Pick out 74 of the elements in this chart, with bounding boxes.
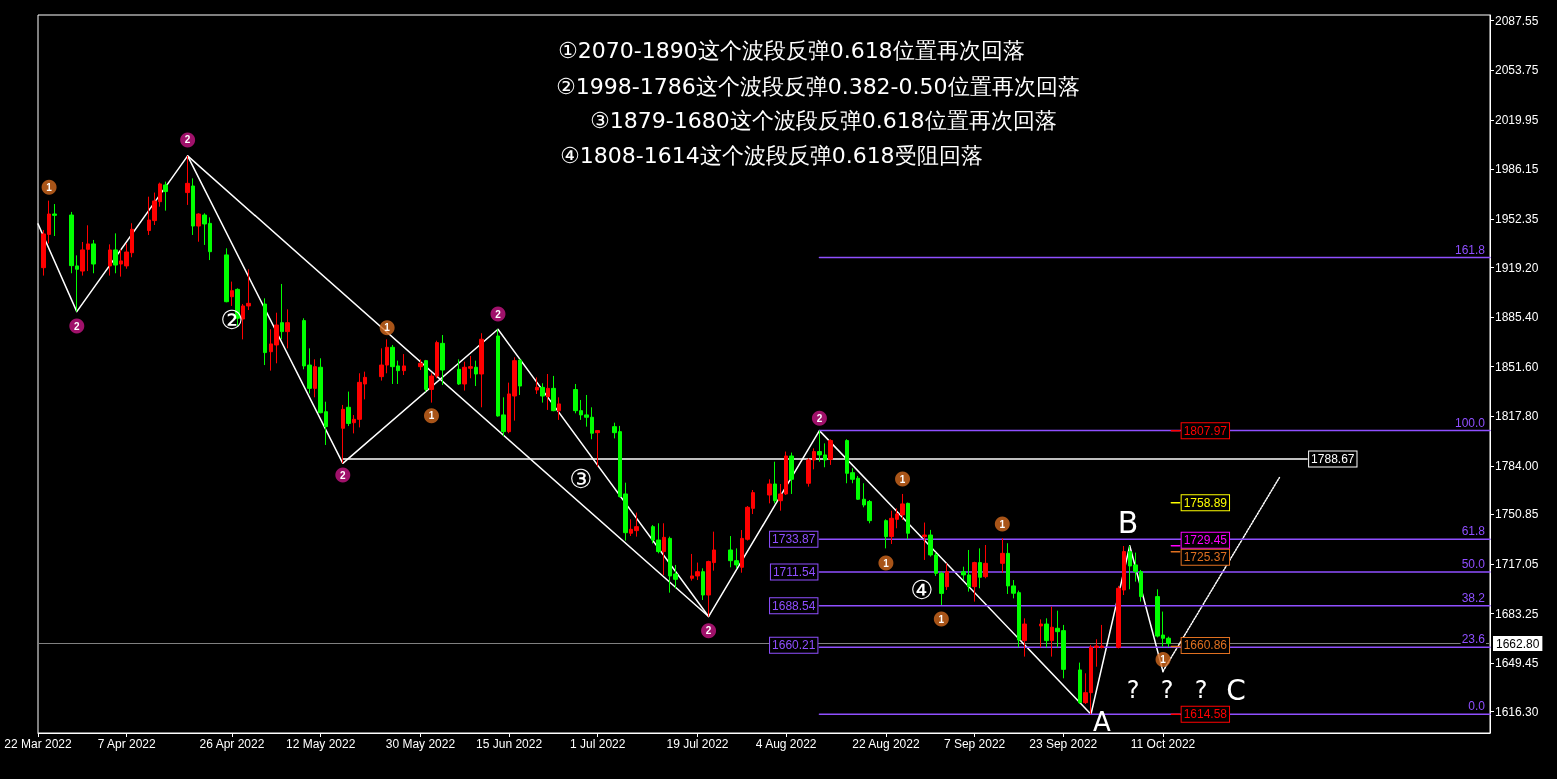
data-label: 1788.67: [1311, 451, 1355, 466]
series-label: 0.0: [1468, 699, 1486, 714]
x-tick-label: 22 Aug 2022: [852, 737, 920, 751]
series-label: 161.8: [1454, 242, 1486, 257]
y-tick-label: 1649.45: [1495, 656, 1539, 671]
data-label: 1688.54: [772, 598, 816, 613]
y-tick-label: 1683.25: [1495, 606, 1539, 621]
data-label: 1660.86: [1183, 638, 1228, 653]
y-tick-label: 2087.55: [1495, 13, 1539, 28]
annotation: 2: [816, 412, 823, 424]
annotation: ?: [1126, 676, 1140, 704]
y-tick-label: 1851.60: [1495, 359, 1539, 374]
annotation: 2: [495, 308, 502, 320]
y-tick-label: 2019.95: [1495, 112, 1539, 127]
series-label: 100.0: [1454, 415, 1486, 430]
y-tick-label: 1784.00: [1495, 458, 1539, 473]
ref-line-label: 1662.80: [1496, 636, 1540, 651]
data-label: 1660.21: [772, 638, 816, 653]
data-label: 1807.97: [1183, 423, 1228, 438]
annotation: ?: [1194, 676, 1208, 704]
annotation: 2: [705, 625, 712, 637]
annotation: C: [1226, 673, 1246, 707]
x-tick-label: 11 Oct 2022: [1130, 737, 1196, 751]
data-label: 1733.87: [772, 532, 816, 547]
series-label: 50.0: [1461, 557, 1486, 572]
annotation: A: [1093, 707, 1112, 737]
annotation: 1: [938, 613, 945, 625]
series-label: 38.2: [1461, 590, 1486, 605]
y-tick-label: 1616.30: [1495, 704, 1539, 719]
y-tick-label: 1986.15: [1495, 162, 1539, 177]
annotation: ④: [910, 575, 934, 605]
y-tick-label: 1817.80: [1495, 409, 1539, 424]
y-tick-label: 2053.75: [1495, 63, 1539, 78]
annotation: 1: [899, 473, 906, 485]
annotation: 1: [883, 557, 890, 569]
x-tick-label: 26 Apr 2022: [199, 737, 265, 751]
y-tick-label: 1919.20: [1495, 260, 1539, 275]
annotation: ④1808-1614这个波段反弹0.618受阻回落: [560, 142, 983, 168]
x-tick-label: 4 Aug 2022: [755, 737, 817, 751]
annotation: 1: [428, 410, 435, 422]
series-label: 23.6: [1461, 632, 1486, 647]
x-tick-label: 12 May 2022: [285, 737, 356, 751]
annotation: 2: [340, 469, 347, 481]
annotation: 1: [46, 181, 53, 193]
data-label: 1758.89: [1183, 495, 1228, 510]
x-tick-label: 22 Mar 2022: [4, 737, 73, 751]
annotation: ②1998-1786这个波段反弹0.382-0.50位置再次回落: [556, 73, 1080, 99]
y-tick-label: 1885.40: [1495, 310, 1539, 325]
x-tick-label: 7 Sep 2022: [943, 737, 1006, 751]
x-tick-label: 30 May 2022: [385, 737, 456, 751]
x-tick-label: 15 Jun 2022: [476, 737, 543, 751]
data-label: 1725.37: [1183, 550, 1228, 565]
x-tick-label: 19 Jul 2022: [666, 737, 729, 751]
annotation: ①2070-1890这个波段反弹0.618位置再次回落: [558, 37, 1025, 63]
annotation: 1: [999, 518, 1006, 530]
y-tick-label: 1952.35: [1495, 211, 1539, 226]
x-tick-label: 23 Sep 2022: [1029, 737, 1098, 751]
annotation: B: [1117, 504, 1139, 540]
annotation: ?: [1160, 676, 1174, 704]
annotation: 2: [184, 134, 191, 146]
annotation: 1: [384, 322, 391, 334]
series-label: 61.8: [1461, 524, 1486, 539]
annotation: ③1879-1680这个波段反弹0.618位置再次回落: [590, 107, 1057, 133]
annotation: 2: [74, 320, 81, 332]
x-tick-label: 1 Jul 2022: [570, 737, 626, 751]
annotation: ②: [220, 305, 244, 335]
data-label: 1614.58: [1183, 707, 1228, 722]
data-label: 1729.45: [1183, 533, 1228, 548]
y-tick-label: 1717.05: [1495, 556, 1539, 571]
annotation: 1: [1160, 653, 1167, 665]
y-tick-label: 1750.85: [1495, 507, 1539, 522]
annotation: ③: [569, 464, 593, 494]
data-label: 1711.54: [772, 565, 816, 580]
x-tick-label: 7 Apr 2022: [97, 737, 157, 751]
